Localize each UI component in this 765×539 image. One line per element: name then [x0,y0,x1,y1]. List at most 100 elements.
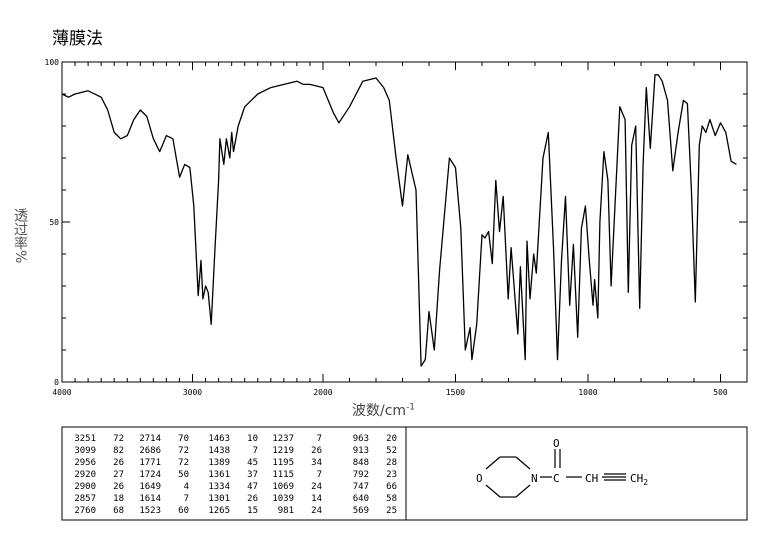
peak-wavenumber: 1771 [139,458,161,468]
peak-wavenumber: 1195 [272,458,294,468]
axis-ticks [61,61,747,383]
peak-wavenumber: 1724 [139,470,161,480]
vinyl-ch2-main: CH [630,472,643,485]
y-axis-label: 透过率% [12,208,28,264]
peak-wavenumber: 2760 [74,506,96,516]
x-tick-label: 4000 [52,388,71,397]
ring-oxygen: O [476,472,483,485]
peak-wavenumber: 792 [353,470,369,480]
peak-wavenumber: 1389 [208,458,230,468]
peak-transmittance: 23 [386,470,397,480]
page-title: 薄膜法 [52,29,103,49]
vinyl-ch: CH [585,472,598,485]
x-tick-label: 3000 [183,388,202,397]
peak-table-frame [61,426,748,521]
y-tick-label: 50 [49,218,59,227]
peak-wavenumber: 1334 [208,482,230,492]
peak-transmittance: 14 [311,494,322,504]
peak-transmittance: 26 [113,458,124,468]
peak-transmittance: 50 [178,470,189,480]
peak-wavenumber: 1237 [272,434,294,444]
peak-wavenumber: 747 [353,482,369,492]
peak-transmittance: 26 [311,446,322,456]
peak-wavenumber: 2920 [74,470,96,480]
peak-wavenumber: 2714 [139,434,161,444]
axis-tick-labels: 4000 3000 2000 1500 1000 500 0 50 100 [45,58,728,397]
peak-transmittance: 52 [386,446,397,456]
peak-transmittance: 25 [386,506,397,516]
peak-wavenumber: 1219 [272,446,294,456]
peak-transmittance: 7 [317,434,322,444]
peak-wavenumber: 1649 [139,482,161,492]
peak-wavenumber: 1463 [208,434,230,444]
x-axis-label: 波数/cm-1 [352,400,415,420]
carbonyl-carbon: C [553,472,560,485]
x-tick-label: 2000 [313,388,332,397]
peak-wavenumber: 2956 [74,458,96,468]
peak-transmittance: 60 [178,506,189,516]
peak-transmittance: 20 [386,434,397,444]
y-tick-label: 100 [45,58,60,67]
peak-transmittance: 4 [184,482,189,492]
peak-wavenumber: 2857 [74,494,96,504]
peak-wavenumber: 1614 [139,494,161,504]
peak-transmittance: 58 [386,494,397,504]
peak-transmittance: 15 [247,506,258,516]
plot-frame [61,61,748,383]
peak-wavenumber: 848 [353,458,369,468]
peak-transmittance: 45 [247,458,258,468]
vinyl-ch2: CH2 [630,472,648,487]
peak-wavenumber: 569 [353,506,369,516]
x-axis-label-exponent: -1 [406,402,416,413]
peak-wavenumber: 3251 [74,434,96,444]
peak-transmittance: 10 [247,434,258,444]
peak-wavenumber: 1523 [139,506,161,516]
peak-transmittance: 66 [386,482,397,492]
ring-nitrogen: N [531,472,538,485]
spectrum-line [61,74,737,367]
peak-transmittance: 24 [311,506,322,516]
x-tick-label: 1000 [578,388,597,397]
peak-transmittance: 47 [247,482,258,492]
ir-spectrum-chart: 4000 3000 2000 1500 1000 500 0 50 100 [45,58,748,397]
peak-transmittance: 7 [317,470,322,480]
peak-transmittance: 18 [113,494,124,504]
peak-wavenumber: 3099 [74,446,96,456]
peak-transmittance: 27 [113,470,124,480]
peak-wavenumber: 913 [353,446,369,456]
peak-wavenumber: 1361 [208,470,230,480]
peak-wavenumber: 1265 [208,506,230,516]
peak-wavenumber: 981 [278,506,294,516]
peak-transmittance: 26 [247,494,258,504]
y-tick-label: 0 [54,378,59,387]
x-tick-label: 1500 [446,388,465,397]
peak-wavenumber: 1115 [272,470,294,480]
peak-transmittance: 7 [184,494,189,504]
peak-table: 3251 72 3099 82 2956 26 2920 27 2900 26 2857 18 2760… [74,434,397,516]
peak-transmittance: 72 [178,458,189,468]
peak-transmittance: 26 [113,482,124,492]
peak-transmittance: 37 [247,470,258,480]
peak-wavenumber: 640 [353,494,369,504]
peak-transmittance: 7 [253,446,258,456]
peak-wavenumber: 2686 [139,446,161,456]
peak-transmittance: 70 [178,434,189,444]
peak-transmittance: 28 [386,458,397,468]
molecule-structure [485,449,626,498]
x-axis-label-main: 波数/cm [352,403,407,419]
peak-wavenumber: 1069 [272,482,294,492]
peak-transmittance: 72 [178,446,189,456]
peak-wavenumber: 1039 [272,494,294,504]
peak-wavenumber: 1438 [208,446,230,456]
peak-transmittance: 68 [113,506,124,516]
peak-transmittance: 24 [311,482,322,492]
peak-transmittance: 72 [113,434,124,444]
carbonyl-oxygen: O [553,437,560,450]
peak-wavenumber: 963 [353,434,369,444]
vinyl-ch2-subscript: 2 [643,478,648,487]
peak-transmittance: 82 [113,446,124,456]
peak-transmittance: 34 [311,458,322,468]
x-tick-label: 500 [713,388,728,397]
peak-wavenumber: 1301 [208,494,230,504]
